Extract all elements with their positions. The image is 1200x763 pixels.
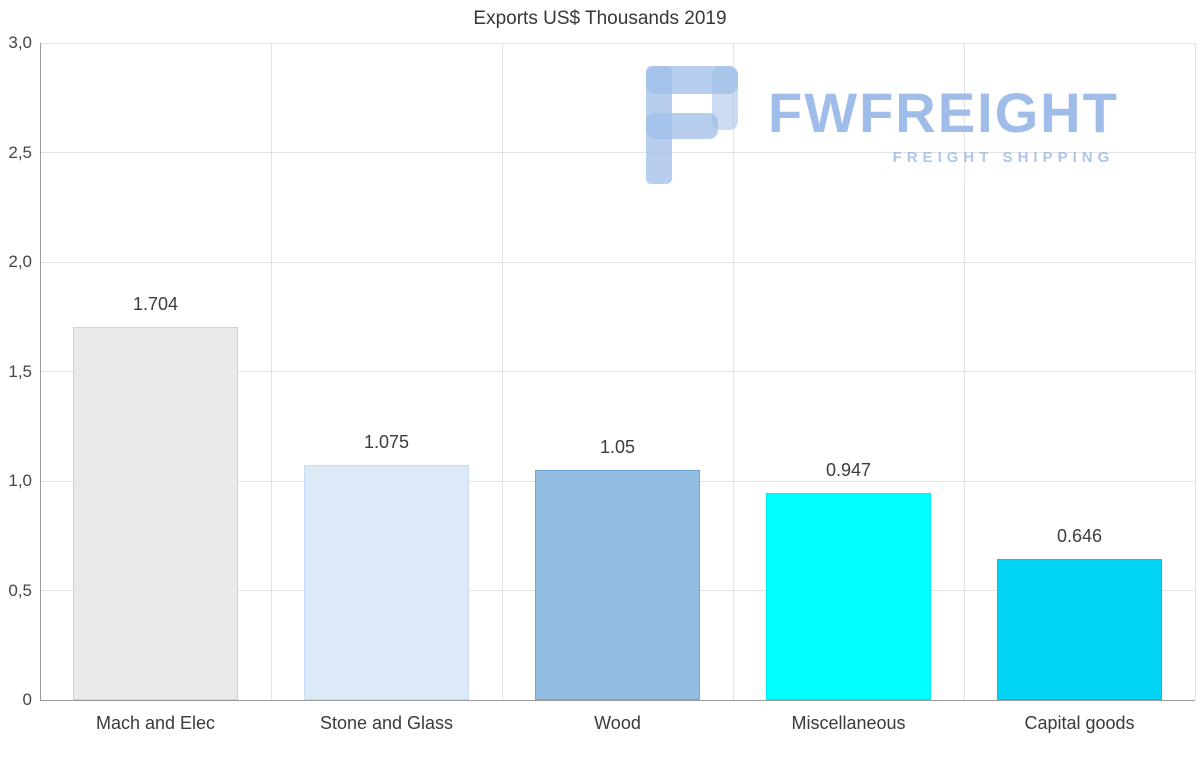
x-axis-category-label: Miscellaneous — [791, 713, 906, 733]
bar — [73, 326, 238, 700]
y-axis-tick-label: 0 — [22, 690, 32, 709]
v-gridline — [732, 43, 734, 700]
watermark: FWFREIGHT FREIGHT SHIPPING — [646, 66, 1119, 184]
v-gridline — [963, 43, 965, 700]
x-axis-category-label: Stone and Glass — [319, 713, 454, 733]
watermark-text: FWFREIGHT FREIGHT SHIPPING — [768, 80, 1119, 166]
y-axis-tick-label: 2,5 — [8, 142, 32, 162]
plot-area: 1.704 1.075 1.05 0.947 0.646 — [40, 42, 1196, 700]
v-gridline — [1194, 43, 1196, 700]
bar — [535, 470, 700, 700]
watermark-tagline: FREIGHT SHIPPING — [892, 148, 1115, 166]
x-axis-category-label: Wood — [594, 713, 641, 733]
h-gridline — [40, 261, 1195, 263]
bar-value-label: 1.075 — [363, 431, 410, 452]
y-axis-tick-label: 1,5 — [8, 361, 32, 381]
h-gridline — [40, 42, 1195, 44]
x-axis-category-label: Mach and Elec — [95, 713, 216, 733]
chart-title: Exports US$ Thousands 2019 — [473, 8, 727, 29]
x-axis-category-label: Capital goods — [1024, 713, 1135, 733]
bar-value-label: 1.05 — [599, 437, 636, 458]
y-axis-tick-label: 2,0 — [8, 252, 32, 271]
v-gridline — [501, 43, 503, 700]
h-gridline — [40, 371, 1195, 372]
x-axis-line — [40, 700, 1195, 701]
y-axis-tick-label: 1,0 — [8, 471, 32, 490]
v-gridline — [270, 43, 272, 700]
h-gridline — [40, 152, 1195, 153]
y-axis-line — [40, 43, 41, 700]
bar-value-label: 0.646 — [1056, 525, 1103, 546]
y-axis-tick-label: 3,0 — [8, 33, 32, 52]
bar — [997, 558, 1162, 700]
bar-value-label: 0.947 — [825, 459, 872, 480]
bar-value-label: 1.704 — [132, 293, 179, 314]
bar — [766, 492, 931, 700]
bar — [304, 464, 469, 700]
y-axis-tick-label: 0,5 — [8, 580, 32, 600]
watermark-brand: FWFREIGHT — [768, 80, 1119, 144]
fwfreight-logo-icon — [646, 66, 738, 184]
